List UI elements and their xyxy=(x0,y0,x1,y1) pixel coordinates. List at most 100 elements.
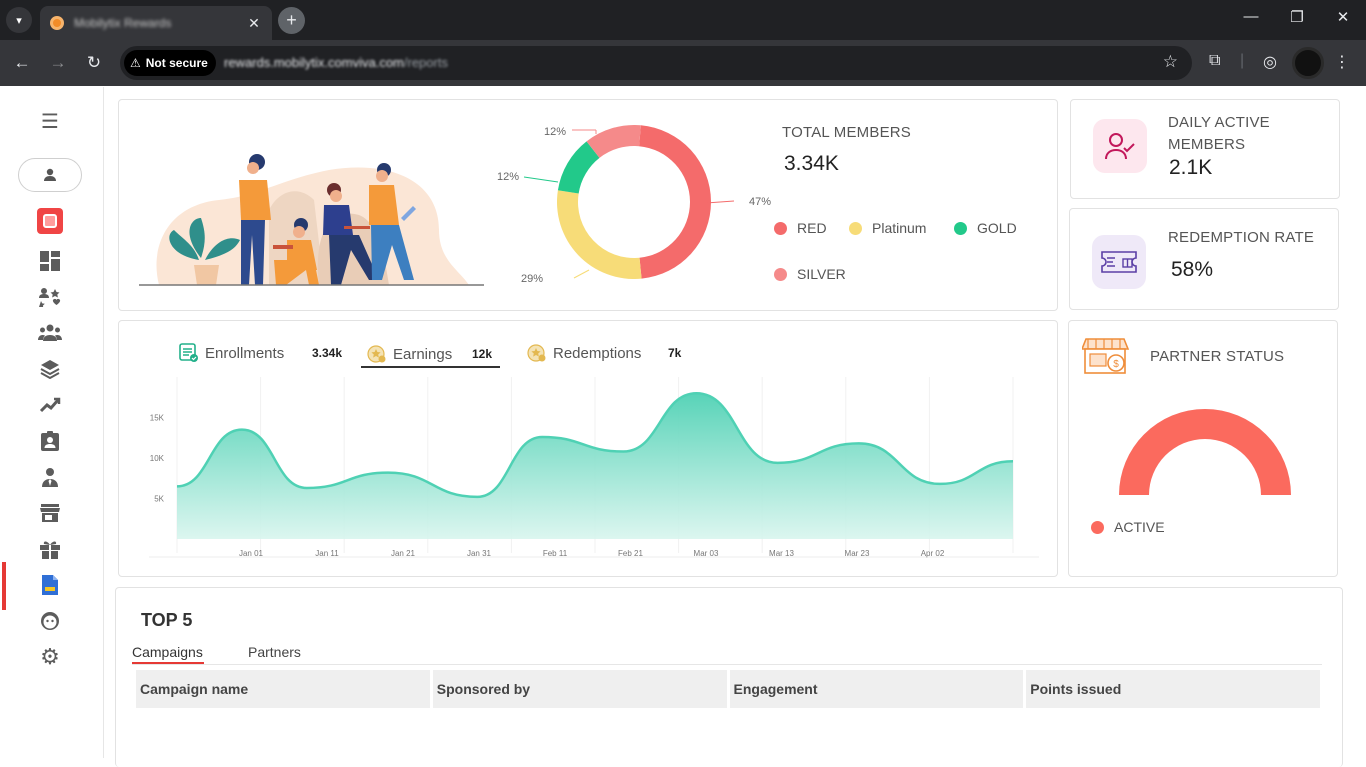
donut-slices xyxy=(557,125,711,279)
tab-title: Mobilytix Rewards xyxy=(74,16,172,30)
legend-gold: GOLD xyxy=(954,220,1017,236)
browser-titlebar: ▾ Mobilytix Rewards ✕ + — ❐ ✕ xyxy=(0,0,1366,40)
legend-label: ACTIVE xyxy=(1114,519,1165,535)
people-illustration xyxy=(139,154,484,286)
browser-tab[interactable]: Mobilytix Rewards ✕ xyxy=(40,6,272,40)
donut-label-gold: 12% xyxy=(497,171,519,183)
daily-active-label: DAILY ACTIVE MEMBERS xyxy=(1168,114,1270,153)
transactions-icon[interactable] xyxy=(38,393,62,417)
tab-search-chevron-icon[interactable]: ▾ xyxy=(6,7,32,33)
partner-legend-active: ACTIVE xyxy=(1091,519,1165,535)
restore-icon[interactable]: ❐ xyxy=(1290,9,1304,26)
user-tie-icon[interactable] xyxy=(38,465,62,489)
legend-silver: SILVER xyxy=(774,266,846,282)
column-header[interactable]: Engagement xyxy=(729,670,1024,708)
browser-menu-icon[interactable]: ⋮ xyxy=(1334,54,1350,71)
legend-label: RED xyxy=(797,220,827,236)
column-header[interactable]: Sponsored by xyxy=(432,670,727,708)
column-header[interactable]: Campaign name xyxy=(136,670,430,708)
user-check-tile xyxy=(1093,119,1147,173)
column-header[interactable]: Points issued xyxy=(1026,670,1320,708)
legend-label: GOLD xyxy=(977,220,1017,236)
legend-dot xyxy=(954,221,967,235)
total-members-value: 3.34K xyxy=(784,152,839,175)
area-series-line xyxy=(176,391,1014,499)
members-summary-card: 47% 29% 12% 12% TOTAL MEMBERS 3.34K RED … xyxy=(118,99,1058,311)
x-tick-label: Jan 31 xyxy=(467,549,492,558)
profile-avatar[interactable] xyxy=(1292,47,1324,79)
reload-icon[interactable]: ↻ xyxy=(86,53,102,72)
dashboard-icon[interactable] xyxy=(38,249,62,273)
legend-label: Platinum xyxy=(872,220,927,236)
close-window-icon[interactable]: ✕ xyxy=(1336,9,1350,26)
daily-active-value: 2.1K xyxy=(1169,156,1213,179)
members-group-icon[interactable] xyxy=(38,321,62,345)
y-tick-label: 15K xyxy=(150,414,165,423)
warning-icon: ⚠ xyxy=(130,56,141,70)
earnings-count: 12k xyxy=(472,347,493,361)
donut-slice-silver xyxy=(586,125,641,158)
tab-enrollments[interactable]: Enrollments xyxy=(179,343,284,363)
hamburger-menu-icon[interactable]: ☰ xyxy=(41,110,59,133)
enrollments-icon xyxy=(179,343,198,362)
new-tab-button[interactable]: + xyxy=(278,7,305,34)
layers-icon[interactable] xyxy=(38,357,62,381)
badge-id-icon[interactable] xyxy=(38,429,62,453)
x-tick-label: Jan 11 xyxy=(315,549,339,558)
top5-title: TOP 5 xyxy=(141,610,193,630)
x-tick-label: Feb 21 xyxy=(618,549,643,558)
tab-label: Redemptions xyxy=(553,344,642,362)
tab-label: Earnings xyxy=(393,345,453,363)
back-icon[interactable]: ← xyxy=(13,53,31,72)
address-bar[interactable]: ⚠ Not secure rewards.mobilytix.comviva.c… xyxy=(120,46,1192,80)
close-tab-icon[interactable]: ✕ xyxy=(248,14,260,31)
redemption-rate-value: 58% xyxy=(1171,258,1214,281)
legend-dot xyxy=(774,267,787,281)
active-nav-indicator xyxy=(2,562,6,610)
redemptions-star-icon xyxy=(527,344,546,362)
gift-icon[interactable] xyxy=(38,537,62,561)
tab-label: Enrollments xyxy=(205,344,285,362)
store-icon[interactable] xyxy=(38,501,62,525)
extensions-icon[interactable]: ⧉ xyxy=(1209,52,1221,69)
user-check-icon xyxy=(1105,133,1135,160)
legend-label: SILVER xyxy=(797,266,846,282)
campaign-table-header: Campaign name Sponsored by Engagement Po… xyxy=(136,670,1320,708)
redemption-rate-card: REDEMPTION RATE 58% xyxy=(1069,208,1339,310)
loyalty-members-icon[interactable] xyxy=(38,285,62,309)
area-series-fill xyxy=(177,393,1013,539)
reports-icon[interactable] xyxy=(38,573,62,597)
x-tick-label: Mar 03 xyxy=(694,549,719,558)
tab-redemptions[interactable]: Redemptions xyxy=(527,343,641,363)
enrollments-count: 3.34k xyxy=(312,346,343,360)
user-profile-button[interactable] xyxy=(18,158,82,192)
daily-active-card: DAILY ACTIVE MEMBERS 2.1K xyxy=(1070,99,1340,199)
donut-label-silver: 12% xyxy=(544,126,566,138)
performance-icon[interactable]: ◎ xyxy=(1263,54,1277,71)
tab-earnings[interactable]: Earnings xyxy=(367,344,452,364)
partner-gauge xyxy=(1119,409,1291,495)
security-chip[interactable]: ⚠ Not secure xyxy=(124,50,216,76)
settings-gear-icon[interactable]: ⚙ xyxy=(40,644,60,669)
minimize-icon[interactable]: — xyxy=(1243,8,1259,25)
url-text[interactable]: rewards.mobilytix.comviva.com/reports xyxy=(224,55,448,70)
donut-label-red: 47% xyxy=(749,196,771,208)
face-support-icon[interactable] xyxy=(38,609,62,633)
ticket-tile xyxy=(1092,235,1146,289)
donut-slice-gold xyxy=(557,141,600,194)
y-tick-label: 5K xyxy=(154,495,164,504)
earnings-star-icon xyxy=(367,345,386,363)
url-path: /reports xyxy=(403,55,448,70)
donut-slice-platinum xyxy=(557,190,642,279)
donut-slice-red xyxy=(639,125,711,279)
bookmark-star-icon[interactable]: ☆ xyxy=(1162,52,1178,71)
x-tick-label: Feb 11 xyxy=(543,549,568,558)
brand-logo-icon[interactable] xyxy=(37,208,63,234)
tab-campaigns[interactable]: Campaigns xyxy=(132,644,203,660)
svg-text:$: $ xyxy=(1113,359,1119,370)
gift-ticket-icon xyxy=(1101,251,1137,273)
legend-platinum: Platinum xyxy=(849,220,926,236)
url-host: rewards.mobilytix.comviva.com xyxy=(224,55,404,70)
tab-partners[interactable]: Partners xyxy=(248,644,301,660)
forward-icon[interactable]: → xyxy=(49,53,67,72)
